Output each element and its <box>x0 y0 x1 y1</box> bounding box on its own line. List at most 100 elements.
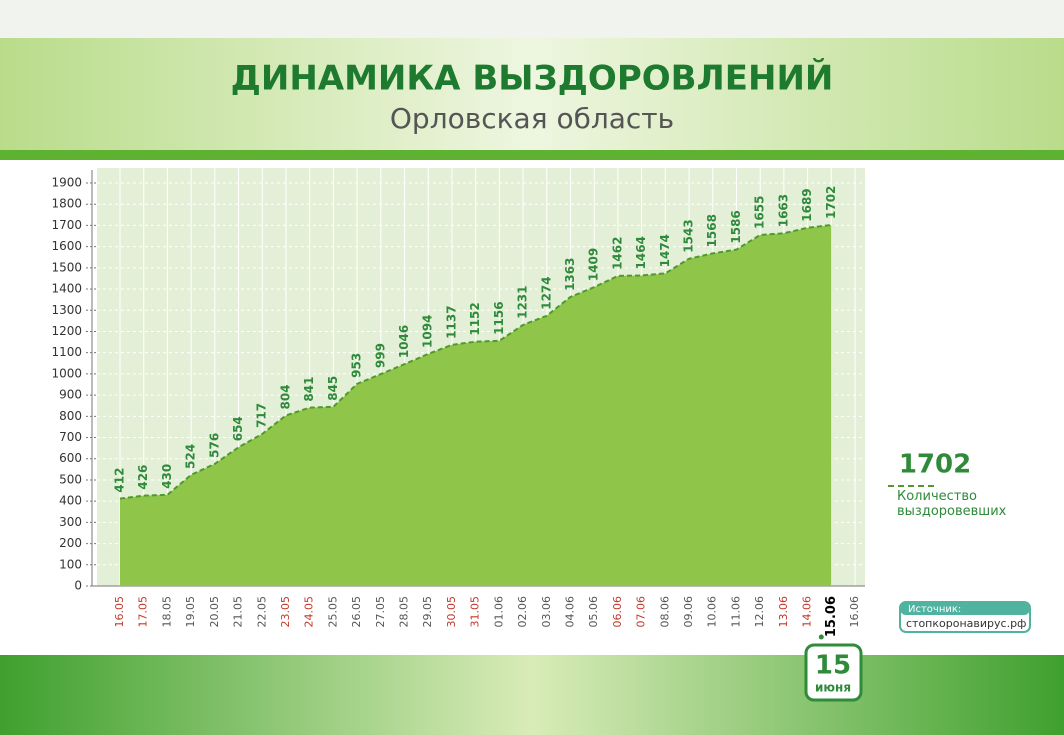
value-label: 1474 <box>658 234 672 267</box>
value-label: 1274 <box>539 276 553 309</box>
x-tick-label: 17.05 <box>137 596 150 628</box>
value-label: 953 <box>350 353 364 378</box>
x-tick-label: 24.05 <box>303 596 316 628</box>
x-tick-label: 11.06 <box>729 596 742 628</box>
x-tick-label: 26.05 <box>350 596 363 628</box>
legend-value: 1702 <box>899 450 971 480</box>
y-tick-label: 1900 <box>51 176 82 190</box>
source-label: Источник: <box>908 604 961 615</box>
value-label: 1462 <box>610 236 624 269</box>
header-band <box>0 38 1064 150</box>
value-label: 412 <box>113 468 127 493</box>
date-badge <box>804 643 863 702</box>
value-label: 576 <box>207 433 221 458</box>
value-label: 1655 <box>753 196 767 229</box>
x-tick-label: 31.05 <box>469 596 482 628</box>
y-tick-label: 1500 <box>51 260 82 274</box>
y-tick-label: 800 <box>59 409 82 423</box>
value-label: 845 <box>326 376 340 401</box>
header-stripe <box>0 150 1064 160</box>
x-tick-label: 13.06 <box>777 596 790 628</box>
y-tick-label: 1000 <box>51 366 82 380</box>
y-tick-label: 1200 <box>51 324 82 338</box>
y-tick-label: 100 <box>59 557 82 571</box>
value-label: 524 <box>184 444 198 469</box>
value-label: 1409 <box>587 248 601 281</box>
value-label: 841 <box>302 377 316 402</box>
value-label: 804 <box>278 384 292 409</box>
x-tick-label: 22.05 <box>255 596 268 628</box>
y-tick-label: 0 <box>74 579 82 593</box>
x-tick-label: 27.05 <box>374 596 387 628</box>
x-tick-label: 12.06 <box>753 596 766 628</box>
x-tick-label: 10.06 <box>706 596 719 628</box>
y-tick-label: 200 <box>59 536 82 550</box>
value-label: 1156 <box>492 301 506 334</box>
source-text: стопкоронавирус.рф <box>906 617 1026 630</box>
x-tick-label: 16.06 <box>848 596 861 628</box>
value-label: 1046 <box>397 325 411 358</box>
y-tick-label: 1100 <box>51 345 82 359</box>
y-tick-label: 1800 <box>51 197 82 211</box>
x-tick-label: 03.06 <box>540 596 553 628</box>
value-label: 717 <box>255 403 269 428</box>
y-tick-label: 600 <box>59 451 82 465</box>
value-label: 1586 <box>729 210 743 243</box>
value-label: 430 <box>160 464 174 489</box>
value-label: 1543 <box>682 219 696 252</box>
subtitle: Орловская область <box>390 102 674 135</box>
x-tick-label: 07.06 <box>635 596 648 628</box>
y-tick-label: 1400 <box>51 282 82 296</box>
value-label: 1568 <box>705 214 719 247</box>
x-tick-label: 29.05 <box>421 596 434 628</box>
x-tick-label: 19.05 <box>184 596 197 628</box>
legend-label: Количество выздоровевших <box>897 489 1007 519</box>
x-tick-label: 05.06 <box>587 596 600 628</box>
badge-month: июня <box>815 681 851 695</box>
highlight-dot <box>818 634 824 640</box>
x-tick-label: 20.05 <box>208 596 221 628</box>
value-label: 1464 <box>634 236 648 269</box>
value-label: 1363 <box>563 257 577 290</box>
x-tick-label: 08.06 <box>658 596 671 628</box>
x-tick-label: 16.05 <box>113 596 126 628</box>
area <box>120 224 832 587</box>
y-tick-label: 900 <box>59 388 82 402</box>
value-label: 999 <box>373 343 387 368</box>
value-label: 1137 <box>444 305 458 338</box>
y-tick-label: 1700 <box>51 218 82 232</box>
value-label: 654 <box>231 416 245 441</box>
value-label: 1094 <box>421 315 435 348</box>
y-tick-label: 300 <box>59 515 82 529</box>
x-tick-label: 25.05 <box>326 596 339 628</box>
x-tick-label: 06.06 <box>611 596 624 628</box>
x-tick-label: 21.05 <box>232 596 245 628</box>
x-tick-label: 02.06 <box>516 596 529 628</box>
legend-label-box: Количество выздоровевших <box>897 489 1007 519</box>
value-label: 1152 <box>468 302 482 335</box>
y-tick-label: 1300 <box>51 303 82 317</box>
x-tick-label: 09.06 <box>682 596 695 628</box>
x-tick-label: 01.06 <box>492 596 505 628</box>
x-tick-label: 15.06 <box>824 596 839 637</box>
y-tick-label: 700 <box>59 430 82 444</box>
value-label: 1702 <box>824 186 838 219</box>
y-tick-label: 1600 <box>51 239 82 253</box>
x-tick-label: 14.06 <box>801 596 814 628</box>
y-tick-label: 400 <box>59 494 82 508</box>
value-label: 1689 <box>800 188 814 221</box>
badge-day: 15 <box>815 651 851 681</box>
x-tick-label: 18.05 <box>160 596 173 628</box>
source-head <box>900 602 1030 615</box>
value-label: 1231 <box>516 285 530 318</box>
x-tick-label: 23.05 <box>279 596 292 628</box>
value-label: 1663 <box>776 194 790 227</box>
line <box>119 224 832 500</box>
y-tick-label: 500 <box>59 472 82 486</box>
value-label: 426 <box>136 465 150 490</box>
x-tick-label: 04.06 <box>563 596 576 628</box>
x-tick-label: 30.05 <box>445 596 458 628</box>
title: ДИНАМИКА ВЫЗДОРОВЛЕНИЙ <box>231 58 834 99</box>
x-tick-label: 28.05 <box>398 596 411 628</box>
